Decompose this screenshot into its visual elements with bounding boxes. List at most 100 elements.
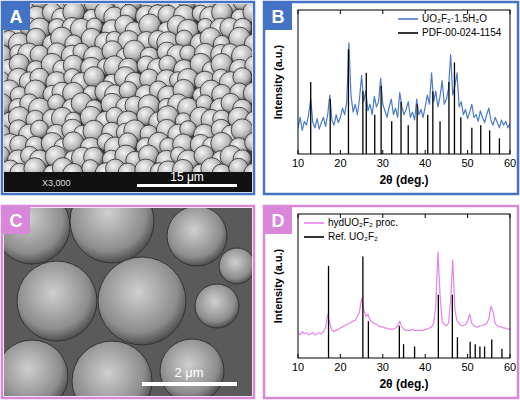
panel-border [264, 206, 518, 398]
x-tick-top [382, 10, 383, 14]
reference-peak [391, 121, 392, 154]
x-tick-top [467, 214, 468, 218]
x-tick-top [510, 10, 511, 14]
x-tick-label: 50 [461, 361, 473, 373]
panel-border [2, 206, 254, 398]
x-tick [425, 150, 426, 154]
x-tick-top [298, 10, 299, 14]
reference-peak [362, 257, 363, 358]
x-tick-top [298, 214, 299, 218]
reference-peak [448, 82, 449, 154]
sphere [167, 208, 227, 266]
reference-peak [480, 125, 481, 154]
reference-peak [499, 138, 500, 154]
x-tick [298, 354, 299, 358]
x-tick-label: 30 [377, 361, 389, 373]
x-tick-label: 40 [419, 157, 431, 169]
x-tick [340, 354, 341, 358]
reference-peak [489, 130, 490, 154]
reference-peak [380, 86, 381, 154]
reference-peak [501, 349, 502, 358]
x-tick-label: 40 [419, 361, 431, 373]
scale-bar [142, 382, 237, 386]
reference-peak [479, 346, 480, 358]
reference-peak [457, 337, 458, 358]
y-axis-title: Intensity (a.u.) [272, 44, 284, 119]
reference-peak [469, 342, 470, 358]
pattern-line [298, 252, 510, 335]
legend-label: Ref. UO₂F₂ [328, 231, 378, 242]
reference-peak [475, 344, 476, 358]
reference-peak [368, 321, 369, 358]
reference-peak [414, 346, 415, 358]
legend-label: UO₂F₂·1.5H₂O [422, 13, 487, 24]
sphere [4, 340, 68, 396]
reference-peak [362, 91, 363, 154]
x-tick-top [510, 214, 511, 218]
x-axis-title: 2θ (deg.) [379, 377, 428, 391]
magnification: X3,000 [42, 178, 71, 188]
scale-bar-label: 15 μm [170, 170, 204, 184]
legend-swatch [304, 236, 324, 238]
sphere [98, 257, 186, 345]
reference-peak [328, 266, 329, 358]
reference-peak [452, 295, 453, 358]
reference-peak [471, 128, 472, 154]
x-tick-label: 10 [292, 157, 304, 169]
reference-peak [400, 102, 401, 154]
panel-label: A [10, 7, 23, 27]
reference-peak [460, 117, 461, 154]
legend-label: hydUO₂F₂ proc. [328, 217, 398, 228]
sphere [195, 284, 239, 328]
y-axis-title: Intensity (a.u.) [272, 248, 284, 323]
panel-border [2, 2, 254, 194]
reference-peak [366, 73, 367, 154]
particle [245, 133, 252, 153]
x-tick-label: 60 [504, 157, 516, 169]
panel-label: C [10, 211, 23, 231]
sphere [4, 208, 70, 264]
x-tick-label: 20 [334, 157, 346, 169]
legend-swatch [304, 222, 324, 224]
plot-frame [298, 214, 510, 358]
reference-peak [438, 295, 439, 358]
sphere [219, 248, 252, 284]
reference-peak [399, 326, 400, 358]
x-tick-label: 20 [334, 361, 346, 373]
x-tick-label: 60 [504, 361, 516, 373]
x-axis-title: 2θ (deg.) [379, 173, 428, 187]
legend-label: PDF-00-024-1154 [422, 27, 502, 38]
reference-peak [439, 121, 440, 154]
legend-swatch [398, 18, 418, 20]
scale-bar [137, 184, 237, 187]
sphere [70, 208, 154, 263]
plot-marks [298, 252, 510, 358]
reference-peak [454, 62, 455, 154]
panel-border [264, 2, 518, 194]
x-tick [382, 354, 383, 358]
x-tick-label: 50 [461, 157, 473, 169]
x-tick [382, 150, 383, 154]
figure: X3,00015 μm2 μm1020304050602θ (deg.)Inte… [0, 0, 520, 400]
panel-label-box [2, 2, 30, 30]
reference-peak [416, 104, 417, 154]
reference-peak [491, 340, 492, 358]
x-tick-label: 10 [292, 361, 304, 373]
x-tick [467, 354, 468, 358]
reference-peak [432, 91, 433, 154]
panel-label-box [2, 206, 30, 234]
sem-image [4, 208, 252, 396]
x-tick [425, 354, 426, 358]
x-tick [298, 150, 299, 154]
reference-peak [374, 115, 375, 154]
reference-peak [310, 82, 311, 154]
sphere [72, 341, 152, 396]
x-tick-top [340, 10, 341, 14]
x-tick-label: 30 [377, 157, 389, 169]
sem-background [4, 4, 252, 192]
reference-peak [427, 115, 428, 154]
panel-label: D [272, 211, 285, 231]
x-tick-top [425, 214, 426, 218]
sphere [160, 339, 224, 396]
x-tick [467, 150, 468, 154]
